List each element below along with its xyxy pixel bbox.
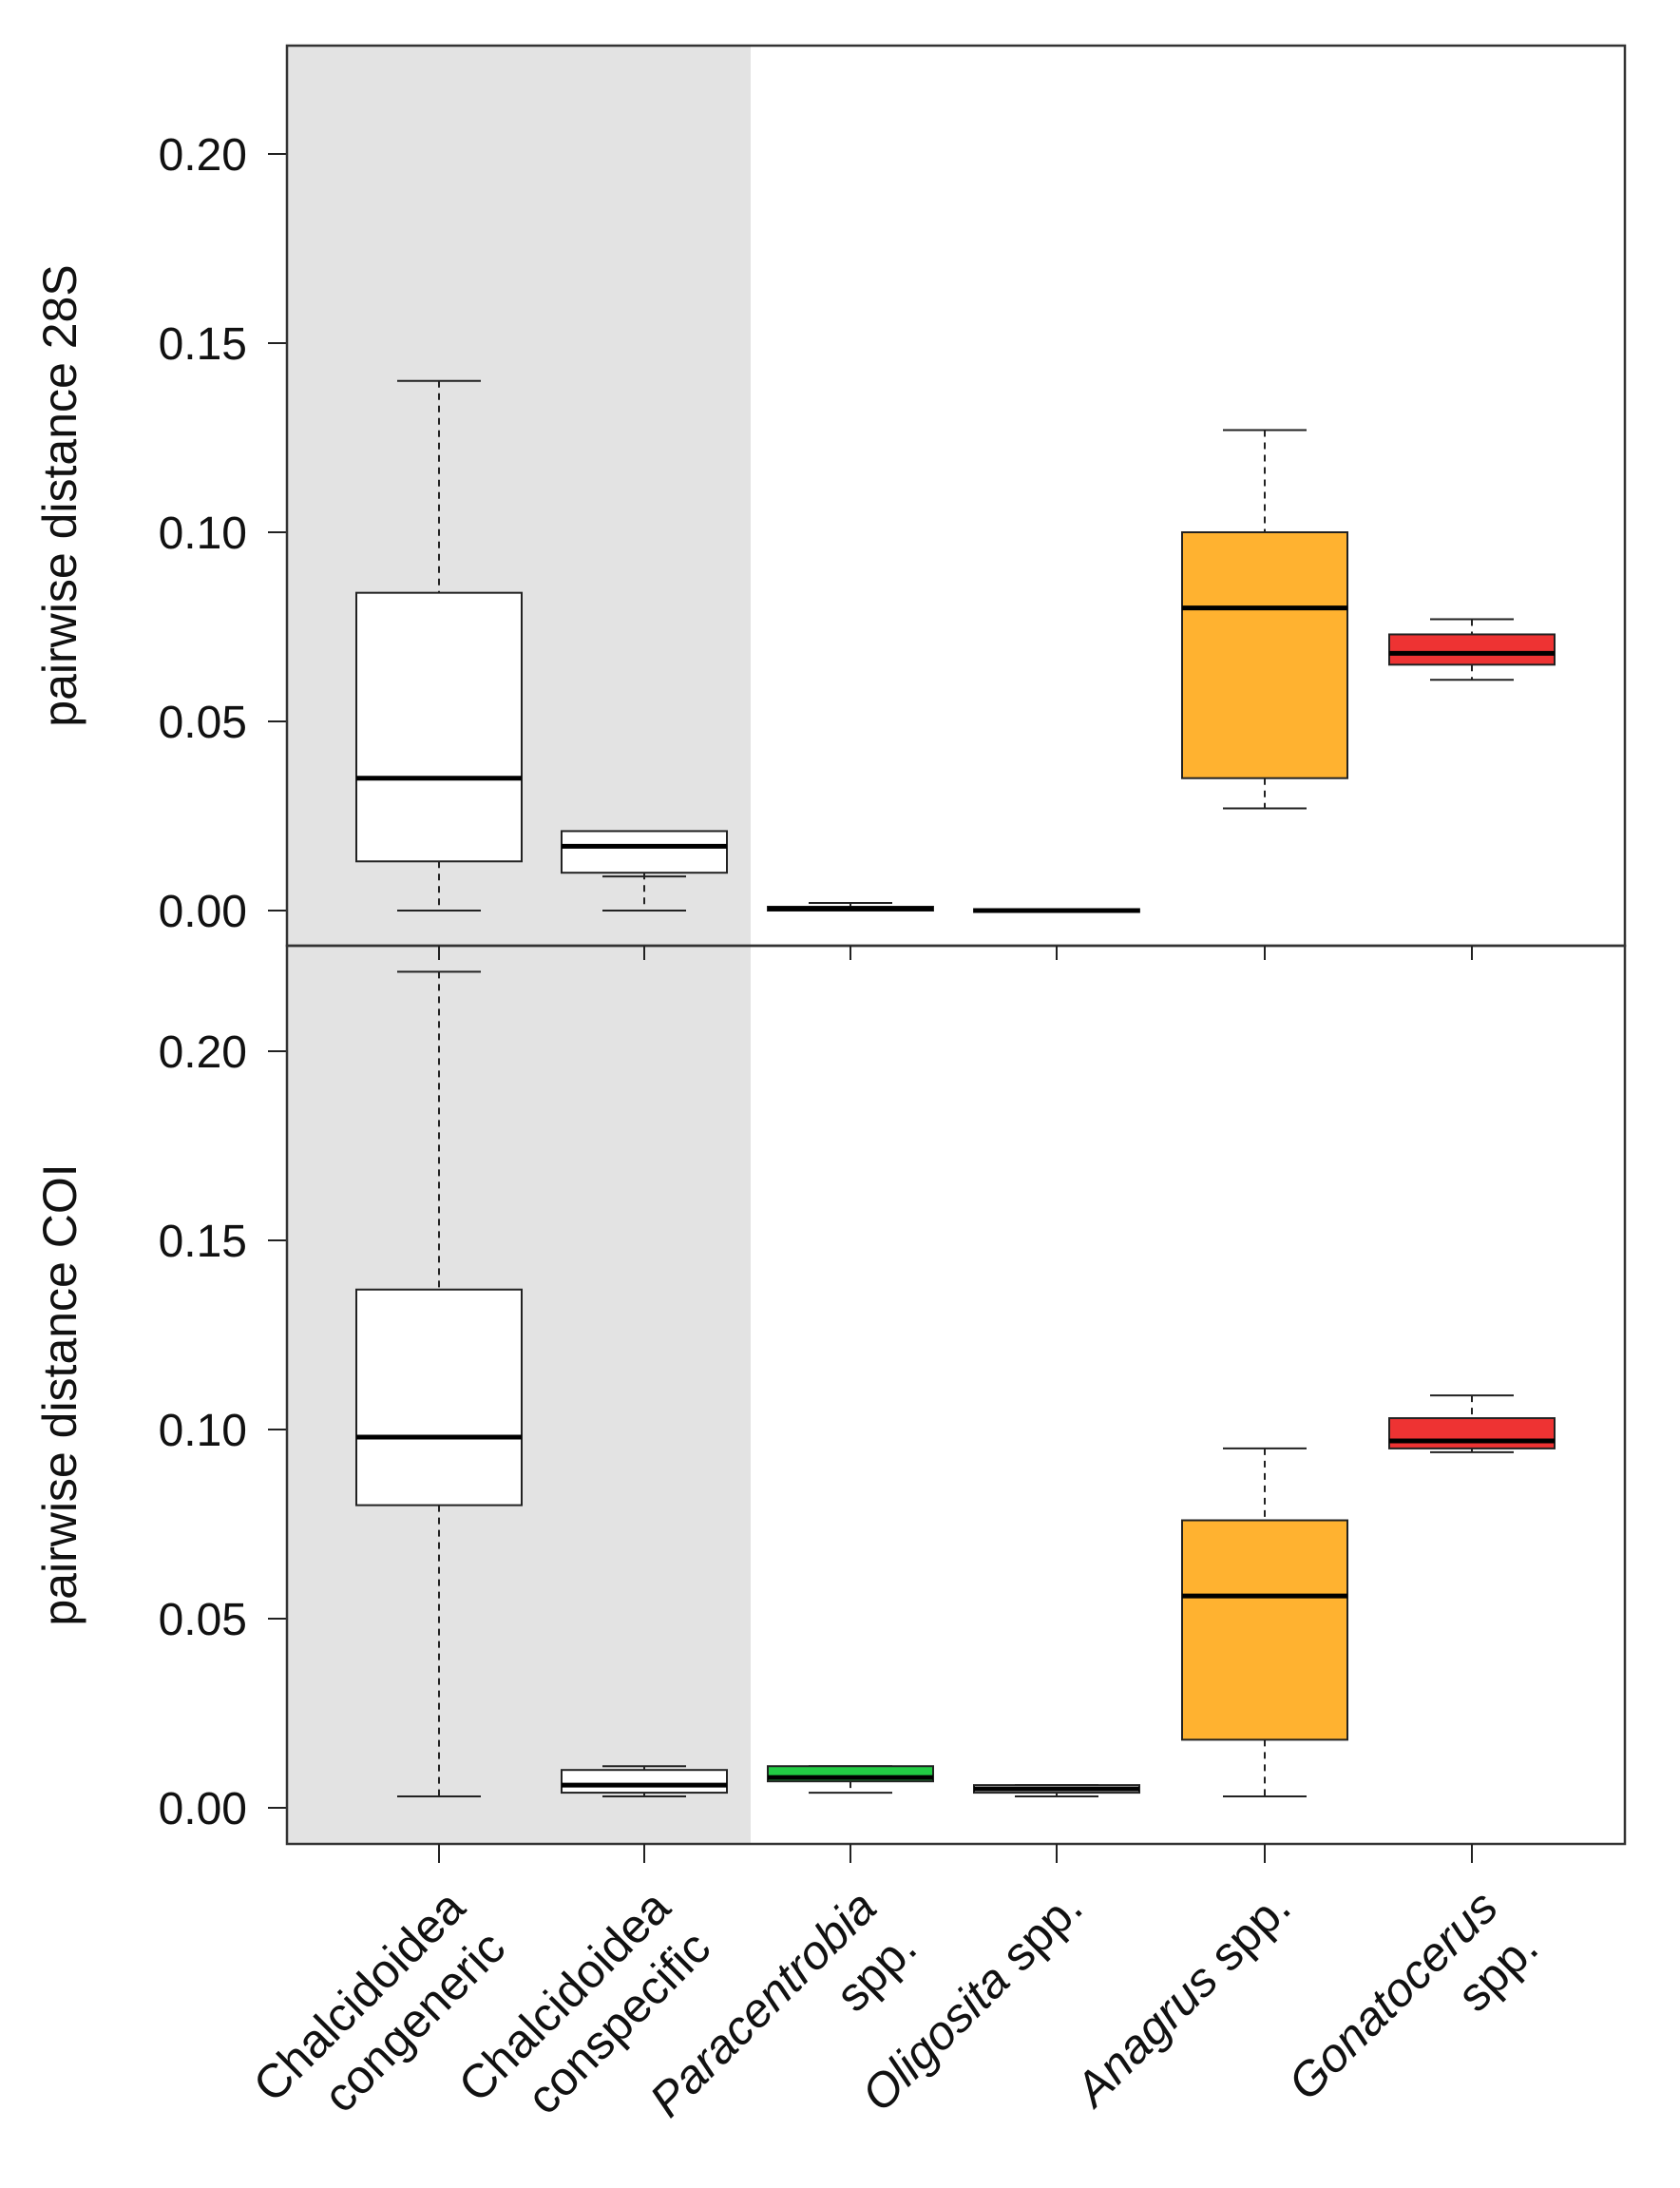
y-axis-title-coi: pairwise distance COI — [33, 1163, 86, 1625]
box-5 — [1181, 429, 1348, 810]
y-tick-label: 0.00 — [159, 1784, 247, 1834]
y-tick-label: 0.00 — [159, 887, 247, 937]
y-tick-label: 0.20 — [159, 130, 247, 181]
box-3 — [767, 1765, 934, 1795]
box-body — [355, 1288, 523, 1507]
y-tick-label: 0.10 — [159, 1406, 247, 1456]
y-tick-label: 0.05 — [159, 1595, 247, 1645]
y-tick-label: 0.15 — [159, 1217, 247, 1267]
category-label-5: Anagrus spp. — [1063, 1880, 1301, 2118]
box-body — [355, 591, 523, 863]
box-6 — [1388, 618, 1556, 681]
box-2 — [561, 830, 728, 912]
box-body — [561, 830, 728, 874]
y-tick-label: 0.15 — [159, 319, 247, 370]
category-label-1: Chalcidoideacongeneric — [243, 1880, 516, 2153]
box-5 — [1181, 1447, 1348, 1798]
box-body — [1388, 633, 1556, 666]
box-4 — [973, 908, 1140, 913]
y-tick-label: 0.20 — [159, 1027, 247, 1078]
y-axis-title-28s: pairwise distance 28S — [33, 264, 86, 726]
box-4 — [973, 1784, 1140, 1798]
box-2 — [561, 1765, 728, 1798]
box-body — [1388, 1417, 1556, 1449]
category-label-6: Gonatocerusspp. — [1278, 1880, 1548, 2150]
y-tick-label: 0.05 — [159, 698, 247, 748]
box-body — [561, 1769, 728, 1795]
panel-frame-bottom — [285, 944, 1627, 1846]
box-body — [1181, 531, 1348, 779]
box-3 — [767, 902, 934, 912]
box-6 — [1388, 1394, 1556, 1453]
category-label-line1: Anagrus — [1063, 1953, 1228, 2118]
category-label-4: Oligosita spp. — [851, 1880, 1093, 2121]
box-body — [1181, 1519, 1348, 1741]
box-1 — [355, 379, 523, 912]
box-1 — [355, 970, 523, 1798]
y-tick-label: 0.10 — [159, 509, 247, 559]
